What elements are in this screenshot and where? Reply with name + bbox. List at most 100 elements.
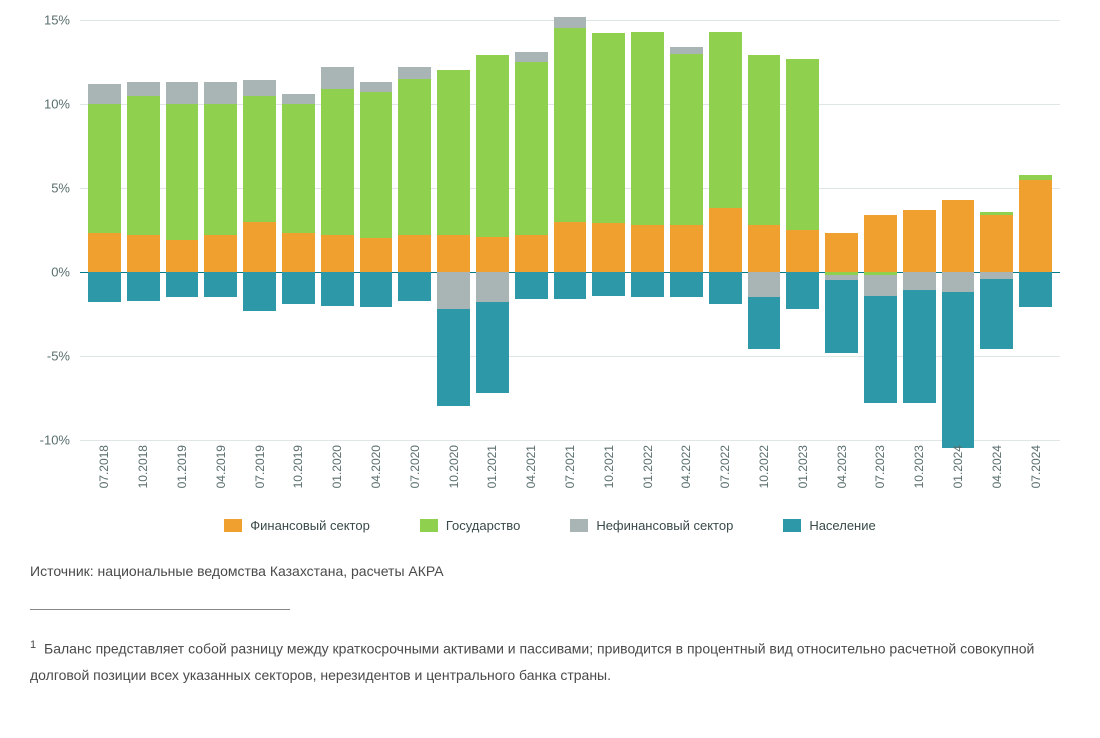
bar-column <box>1019 20 1052 440</box>
stacked-bar-chart: 15%10%5%0%-5%-10% 07.201810.201801.20190… <box>30 20 1070 510</box>
bar-segment <box>321 272 354 306</box>
bar-segment <box>980 279 1013 350</box>
bar-segment <box>786 272 819 309</box>
bar-segment <box>282 104 315 233</box>
bar-segment <box>360 272 393 307</box>
bar-segment <box>980 272 1013 279</box>
bar-segment <box>864 215 897 272</box>
bar-segment <box>864 296 897 404</box>
bar-segment <box>437 272 470 309</box>
legend-item: Финансовый сектор <box>224 518 370 533</box>
bar-segment <box>127 235 160 272</box>
bar-segment <box>631 32 664 225</box>
bar-segment <box>592 223 625 272</box>
legend-label: Государство <box>446 518 520 533</box>
bar-segment <box>592 33 625 223</box>
bar-segment <box>437 70 470 235</box>
bar-segment <box>243 272 276 311</box>
bar-column <box>554 20 587 440</box>
bar-segment <box>204 104 237 235</box>
bar-column <box>398 20 431 440</box>
bar-segment <box>942 292 975 448</box>
bar-segment <box>515 235 548 272</box>
bar-segment <box>204 235 237 272</box>
bar-segment <box>243 222 276 272</box>
bar-segment <box>398 67 431 79</box>
bar-segment <box>670 54 703 225</box>
bar-column <box>592 20 625 440</box>
bar-column <box>437 20 470 440</box>
bar-segment <box>360 92 393 238</box>
bar-segment <box>554 17 587 29</box>
footnote: 1 Баланс представляет собой разницу межд… <box>30 635 1070 689</box>
bar-segment <box>748 225 781 272</box>
bar-segment <box>554 28 587 221</box>
bar-segment <box>204 82 237 104</box>
bar-segment <box>282 272 315 304</box>
source-text: Источник: национальные ведомства Казахст… <box>30 563 1070 579</box>
bar-segment <box>825 280 858 352</box>
bar-segment <box>88 272 121 302</box>
bar-segment <box>476 55 509 236</box>
bar-segment <box>709 208 742 272</box>
bar-column <box>88 20 121 440</box>
bars-container <box>80 20 1060 440</box>
bar-segment <box>476 237 509 272</box>
bar-column <box>825 20 858 440</box>
bar-column <box>321 20 354 440</box>
legend-swatch <box>224 519 242 532</box>
bar-column <box>942 20 975 440</box>
legend-item: Нефинансовый сектор <box>570 518 733 533</box>
bar-segment <box>437 235 470 272</box>
bar-segment <box>360 82 393 92</box>
bar-segment <box>321 89 354 235</box>
bar-column <box>166 20 199 440</box>
bar-segment <box>127 272 160 301</box>
footnote-marker: 1 <box>30 639 36 651</box>
bar-segment <box>631 272 664 297</box>
bar-segment <box>709 32 742 208</box>
bar-segment <box>709 272 742 304</box>
bar-segment <box>321 67 354 89</box>
bar-segment <box>321 235 354 272</box>
bar-column <box>360 20 393 440</box>
bar-segment <box>166 240 199 272</box>
bar-segment <box>515 272 548 299</box>
bar-column <box>786 20 819 440</box>
bar-column <box>903 20 936 440</box>
bar-segment <box>204 272 237 297</box>
bar-segment <box>748 272 781 297</box>
bar-column <box>243 20 276 440</box>
bar-segment <box>88 84 121 104</box>
legend-swatch <box>420 519 438 532</box>
bar-column <box>748 20 781 440</box>
bar-column <box>515 20 548 440</box>
bar-segment <box>786 230 819 272</box>
bar-segment <box>980 215 1013 272</box>
y-axis-label: 0% <box>51 265 70 280</box>
bar-segment <box>748 297 781 349</box>
bar-column <box>127 20 160 440</box>
bar-segment <box>243 80 276 95</box>
bar-segment <box>942 200 975 272</box>
bar-segment <box>980 212 1013 215</box>
bar-segment <box>515 52 548 62</box>
bar-segment <box>942 272 975 292</box>
bar-segment <box>166 82 199 104</box>
bar-segment <box>282 233 315 272</box>
y-axis-label: 5% <box>51 181 70 196</box>
y-axis-label: 10% <box>44 97 70 112</box>
plot-area: 15%10%5%0%-5%-10% <box>80 20 1060 440</box>
y-axis-label: -10% <box>40 433 70 448</box>
bar-segment <box>631 225 664 272</box>
legend-label: Население <box>809 518 875 533</box>
bar-column <box>204 20 237 440</box>
y-axis-label: 15% <box>44 13 70 28</box>
bar-segment <box>786 59 819 230</box>
bar-segment <box>903 210 936 272</box>
bar-segment <box>670 47 703 54</box>
legend-swatch <box>783 519 801 532</box>
legend: Финансовый сектор Государство Нефинансовый… <box>30 518 1070 533</box>
bar-segment <box>243 96 276 222</box>
footnote-rule <box>30 609 290 610</box>
